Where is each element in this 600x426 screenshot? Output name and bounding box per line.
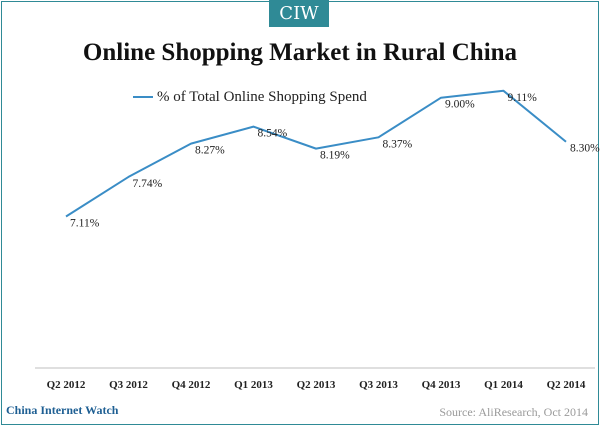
x-tick-label: Q2 2013	[297, 379, 336, 391]
brand-footer: China Internet Watch	[6, 403, 119, 417]
series-line	[65, 89, 567, 218]
x-tick-label: Q1 2013	[234, 379, 273, 391]
x-tick-label: Q1 2014	[484, 379, 523, 391]
data-label: 9.11%	[508, 92, 538, 104]
chart-title: Online Shopping Market in Rural China	[82, 39, 518, 66]
legend-line-swatch	[133, 96, 153, 98]
legend: % of Total Online Shopping Spend	[133, 88, 367, 106]
legend-label: % of Total Online Shopping Spend	[157, 88, 367, 105]
source-note: Source: AliResearch, Oct 2014	[439, 405, 588, 419]
data-label: 7.11%	[70, 218, 100, 230]
data-label: 7.74%	[133, 178, 163, 190]
x-tick-label: Q2 2014	[547, 379, 586, 391]
ciw-logo-badge: CIW	[269, 0, 329, 27]
data-label: 8.19%	[320, 150, 350, 162]
x-tick-label: Q3 2012	[109, 379, 148, 391]
x-tick-label: Q3 2013	[359, 379, 398, 391]
x-tick-label: Q4 2013	[422, 379, 461, 391]
data-label: 8.27%	[195, 145, 225, 157]
x-tick-label: Q4 2012	[172, 379, 211, 391]
data-label: 9.00%	[445, 99, 475, 111]
data-label: 8.37%	[383, 138, 413, 150]
x-tick-label: Q2 2012	[47, 379, 86, 391]
data-label: 8.30%	[570, 143, 600, 155]
data-label: 8.54%	[258, 128, 288, 140]
